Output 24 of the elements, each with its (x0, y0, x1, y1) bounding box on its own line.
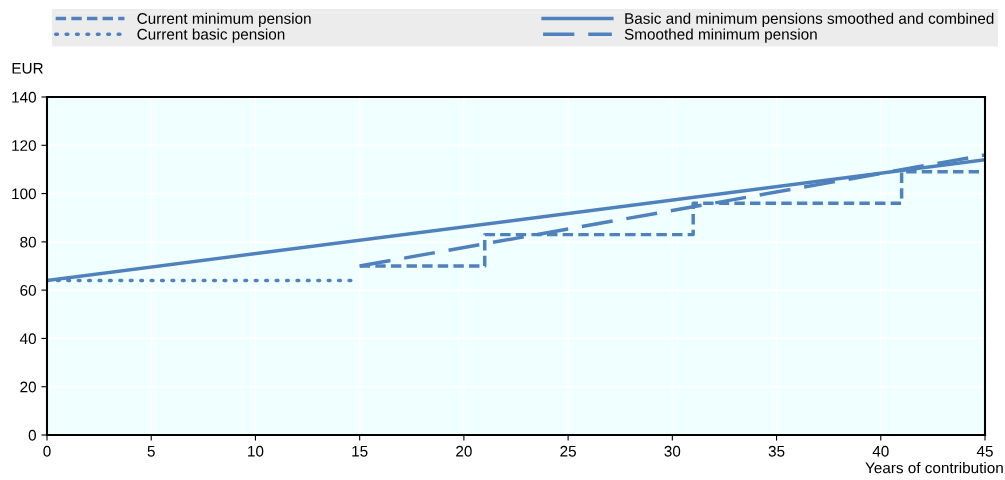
legend-label: Current minimum pension (137, 12, 311, 27)
y-tick-label: 120 (12, 140, 36, 151)
y-tick-label: 40 (19, 333, 36, 345)
y-tick-label: 100 (12, 188, 36, 200)
x-tick-label: 30 (664, 445, 681, 457)
x-tick-label: 20 (456, 445, 472, 457)
x-tick-label: 15 (352, 445, 368, 457)
legend-label: Basic and minimum pensions smoothed and combined (625, 12, 994, 27)
x-tick-label: 10 (248, 445, 264, 457)
legend-label: Smoothed minimum pension (624, 28, 817, 43)
x-tick-label: 40 (872, 445, 889, 457)
legend-label: Current basic pension (137, 28, 285, 43)
y-tick-label: 20 (20, 381, 36, 393)
y-axis-title: EUR (12, 63, 43, 74)
x-tick-label: 0 (43, 445, 51, 457)
y-tick-label: 140 (12, 91, 36, 103)
x-tick-label: 25 (560, 445, 576, 457)
x-tick-label: 35 (768, 445, 785, 457)
y-tick-label: 60 (20, 285, 36, 296)
x-tick-label: 45 (976, 445, 993, 457)
y-tick-label: 0 (28, 429, 36, 441)
y-tick-label: 80 (20, 236, 36, 248)
x-tick-label: 5 (147, 445, 155, 457)
x-axis-title: Years of contribution (865, 462, 1003, 474)
